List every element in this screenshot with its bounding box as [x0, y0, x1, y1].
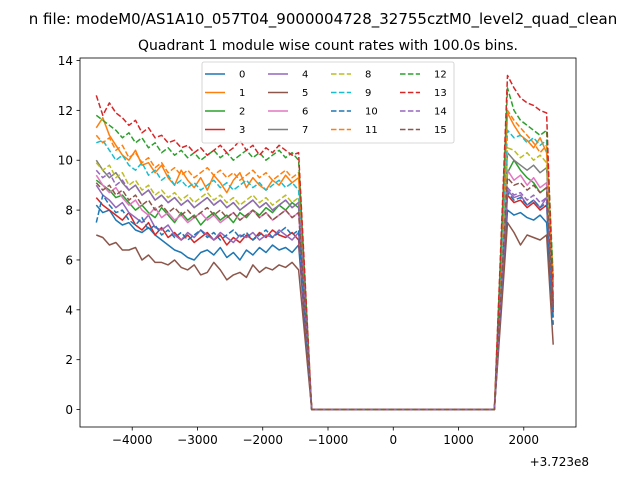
y-tick-label: 14	[58, 54, 73, 68]
series-line-8	[95, 147, 554, 411]
series-line-14	[95, 169, 554, 411]
series-line-1	[95, 112, 554, 411]
axes-frame	[79, 57, 577, 428]
legend-box	[201, 61, 455, 144]
series-line-6	[95, 169, 554, 411]
legend-label-2: 2	[239, 107, 245, 118]
x-tick-label: −4000	[112, 433, 153, 447]
legend-label-15: 15	[434, 125, 447, 136]
figure-suptitle: n file: modeM0/AS1A10_057T04_9000004728_…	[29, 10, 618, 29]
x-tick-label: −1000	[308, 433, 349, 447]
legend-label-12: 12	[434, 70, 447, 81]
legend-label-11: 11	[365, 125, 378, 136]
legend-label-3: 3	[239, 125, 245, 136]
x-tick-label: −3000	[177, 433, 218, 447]
legend-label-14: 14	[434, 107, 447, 118]
y-tick-label: 0	[65, 403, 73, 417]
legend-label-8: 8	[365, 70, 371, 81]
legend-label-13: 13	[434, 88, 447, 99]
y-tick-label: 8	[65, 204, 73, 218]
series-lines	[95, 74, 554, 411]
chart-title: Quadrant 1 module wise count rates with …	[138, 38, 518, 54]
legend-label-9: 9	[365, 88, 371, 99]
y-tick-label: 12	[58, 104, 73, 118]
series-line-10	[95, 191, 554, 411]
legend-label-5: 5	[302, 88, 308, 99]
axes-border	[79, 57, 577, 428]
series-line-15	[95, 176, 554, 411]
plot-area	[95, 74, 554, 411]
series-line-7	[95, 151, 554, 411]
x-offset-label: +3.723e8	[530, 455, 589, 469]
legend-label-10: 10	[365, 107, 378, 118]
series-line-5	[96, 221, 554, 411]
x-tick-label: 0	[389, 433, 397, 447]
series-line-0	[95, 204, 554, 411]
x-tick-label: 2000	[509, 433, 540, 447]
series-line-11	[95, 109, 554, 411]
legend-label-6: 6	[302, 107, 308, 118]
y-tick-label: 10	[58, 154, 73, 168]
y-tick-label: 4	[65, 303, 73, 317]
legend-label-0: 0	[239, 70, 245, 81]
y-tick-label: 2	[65, 353, 73, 367]
legend-label-1: 1	[239, 88, 245, 99]
series-line-2	[95, 159, 554, 411]
series-line-4	[95, 184, 554, 411]
legend-label-4: 4	[302, 70, 308, 81]
x-tick-label: −2000	[242, 433, 283, 447]
x-tick-label: 1000	[443, 433, 474, 447]
legend-label-7: 7	[302, 125, 308, 136]
y-tick-label: 6	[65, 253, 73, 267]
